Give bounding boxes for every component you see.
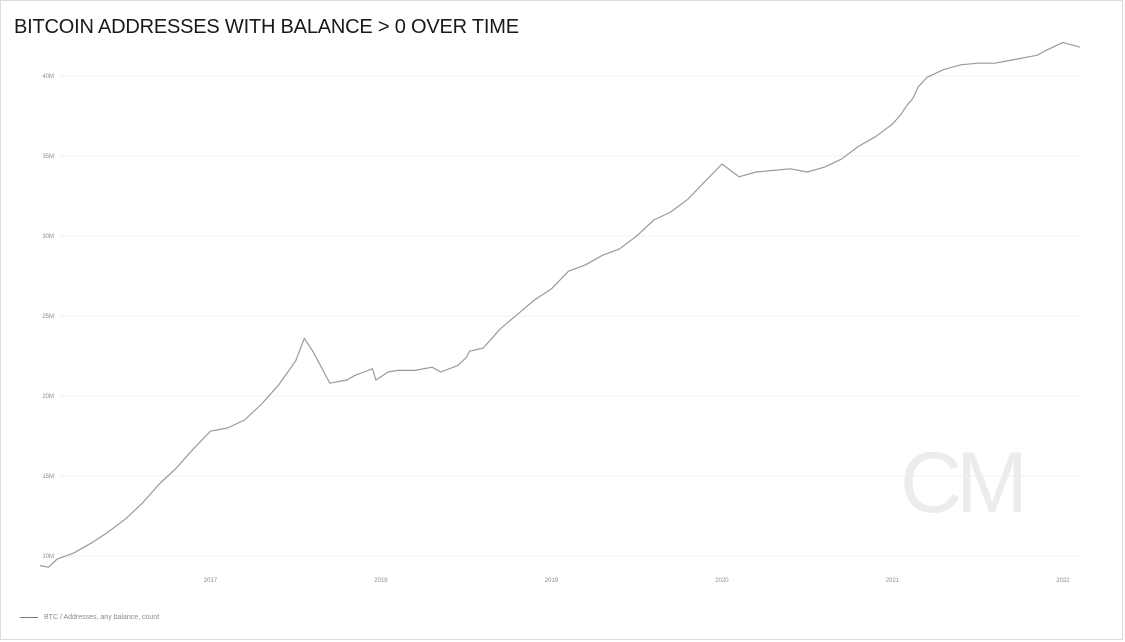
x-tick-label: 2021 [886,578,900,584]
chart-title: BITCOIN ADDRESSES WITH BALANCE > 0 OVER … [14,16,519,38]
x-tick-label: 2019 [545,578,559,584]
data-point [141,502,144,505]
data-point [311,350,314,353]
data-point [1062,41,1065,44]
data-point [303,337,306,340]
data-point [380,375,383,378]
data-point [567,270,570,273]
data-point [703,180,706,183]
data-point [823,166,826,169]
data-point [124,518,127,521]
data-point [439,371,442,374]
data-point [806,171,809,174]
data-point [755,171,758,174]
y-tick-label: 20M [42,394,54,400]
data-point [772,169,775,172]
data-point [993,62,996,65]
y-tick-label: 35M [42,154,54,160]
series-line [39,41,1081,568]
data-point [1044,49,1047,52]
data-point [516,313,519,316]
data-point [976,62,979,65]
data-point [465,356,468,359]
data-point [397,369,400,372]
y-tick-label: 10M [42,554,54,560]
y-tick-label: 25M [42,314,54,320]
data-point [652,219,655,222]
data-point [374,379,377,382]
data-point [911,97,914,100]
data-point [942,68,945,71]
data-point [56,558,59,561]
data-point [891,123,894,126]
data-point [1010,59,1013,62]
data-point [456,364,459,367]
grid-lines [60,75,1080,557]
data-point [362,371,365,374]
data-point [840,158,843,161]
data-point [243,419,246,422]
y-axis-ticks: 10M 15M 20M 25M 30M 35M 40M [42,74,54,560]
data-point [431,366,434,369]
legend: BTC / Addresses, any balance, count [20,614,159,621]
data-point [1079,46,1082,49]
data-point [584,263,587,266]
data-point [354,374,357,377]
data-point [192,447,195,450]
x-tick-label: 2022 [1056,578,1070,584]
watermark-logo: CM [900,435,1028,531]
data-point [468,350,471,353]
data-point [209,430,212,433]
data-point [39,564,42,567]
data-point [175,467,178,470]
data-point [917,86,920,89]
data-point [789,167,792,170]
data-point [226,427,229,430]
data-point [738,175,741,178]
data-point [669,211,672,214]
data-point [533,299,536,302]
data-point [635,235,638,238]
data-point [277,383,280,386]
data-point [499,327,502,330]
x-axis-ticks: 2017 2018 2019 2020 2021 2022 [204,578,1070,584]
data-point [900,113,903,116]
data-point [328,382,331,385]
x-tick-label: 2017 [204,578,218,584]
data-point [1027,55,1030,58]
data-point [294,359,297,362]
data-point [959,63,962,66]
y-tick-label: 30M [42,234,54,240]
data-point [925,76,928,79]
y-tick-label: 15M [42,474,54,480]
data-point [73,551,76,554]
x-tick-label: 2018 [374,578,388,584]
data-point [905,105,908,108]
data-point [90,542,93,545]
data-point [345,379,348,382]
legend-line-swatch [20,617,38,618]
y-tick-label: 40M [42,74,54,80]
data-point [721,163,724,166]
series-layer [39,41,1082,569]
data-point [550,287,553,290]
data-point [107,531,110,534]
data-point [618,247,621,250]
data-point [686,198,689,201]
x-tick-label: 2020 [715,578,729,584]
data-point [857,145,860,148]
data-point [47,566,50,569]
data-point [414,369,417,372]
data-point [1036,54,1039,57]
data-point [874,135,877,138]
data-point [601,254,604,257]
data-point [371,367,374,370]
data-point [260,403,263,406]
data-point [386,371,389,374]
data-point [158,483,161,486]
legend-label: BTC / Addresses, any balance, count [44,614,160,621]
data-point [482,347,485,350]
